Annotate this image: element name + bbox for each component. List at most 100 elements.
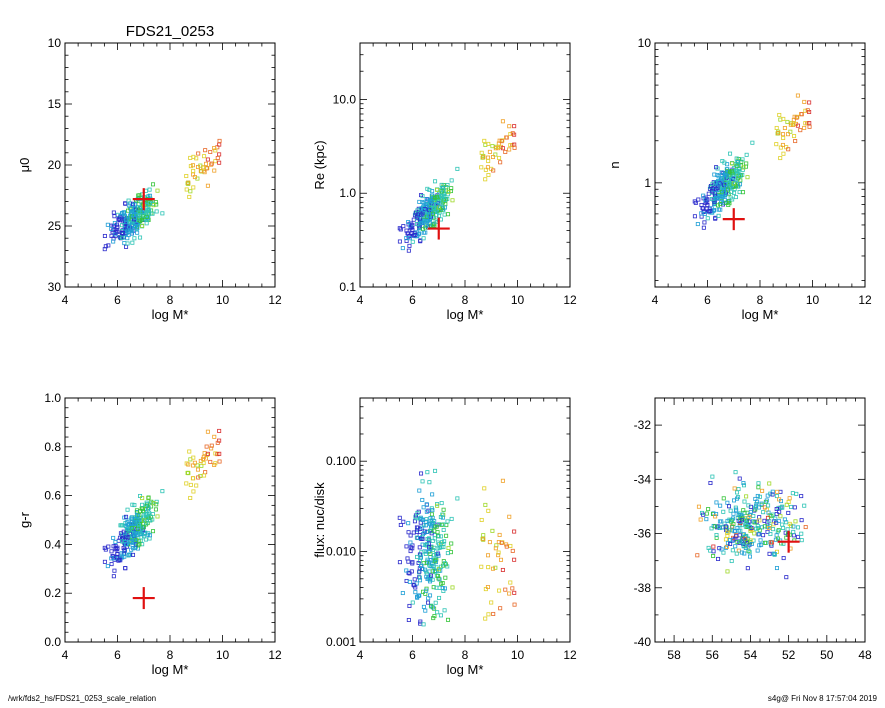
data-point: [140, 496, 145, 501]
y-tick-label: -34: [634, 472, 652, 486]
data-point: [504, 544, 509, 549]
data-point: [420, 542, 425, 547]
data-point: [436, 567, 441, 572]
data-point: [699, 211, 704, 216]
data-point: [122, 548, 127, 553]
data-point: [132, 503, 137, 508]
data-point: [725, 569, 730, 574]
data-point: [141, 518, 146, 523]
y-tick-label: 30: [48, 280, 62, 294]
data-point: [126, 203, 131, 208]
data-point: [778, 489, 783, 494]
panel-mu0: 4 6 8 10 12 10 15 20 25 30 log M* μ0: [17, 36, 282, 322]
data-point: [123, 532, 128, 537]
y-tick-label: 25: [48, 219, 62, 233]
x-tick-label: 12: [563, 293, 577, 307]
data-point: [741, 544, 746, 549]
data-point: [715, 166, 720, 171]
data-point: [748, 525, 753, 530]
data-point: [799, 531, 804, 536]
target-marker: [777, 530, 800, 553]
data-point: [428, 207, 433, 212]
data-point: [191, 476, 196, 481]
data-point: [736, 512, 741, 517]
points-sky: [695, 470, 808, 580]
data-point: [510, 548, 515, 553]
data-point: [144, 214, 149, 219]
data-point: [217, 459, 222, 464]
data-point: [128, 522, 133, 527]
data-point: [196, 475, 201, 480]
data-point: [747, 554, 752, 559]
data-point: [397, 515, 402, 520]
data-point: [757, 532, 762, 537]
data-point: [493, 565, 498, 570]
data-point: [128, 539, 133, 544]
data-point: [122, 554, 127, 559]
data-point: [429, 604, 434, 609]
data-point: [766, 510, 771, 515]
data-point: [729, 559, 734, 564]
data-point: [510, 131, 515, 136]
x-tick-label: 52: [782, 648, 796, 662]
data-point: [774, 533, 779, 538]
data-point: [692, 214, 697, 219]
data-point: [429, 531, 434, 536]
data-point: [212, 146, 217, 151]
data-point: [752, 520, 757, 525]
data-point: [131, 552, 136, 557]
data-point: [787, 496, 792, 501]
data-point: [508, 543, 513, 548]
data-point: [140, 542, 145, 547]
data-point: [508, 132, 513, 137]
data-point: [747, 514, 752, 519]
data-point: [423, 551, 428, 556]
data-point: [141, 525, 146, 530]
data-point: [781, 116, 786, 121]
data-point: [217, 160, 222, 165]
data-point: [408, 533, 413, 538]
data-point: [109, 233, 114, 238]
x-axis-label: log M*: [152, 662, 189, 677]
data-point: [728, 151, 733, 156]
data-point: [766, 503, 771, 508]
data-point: [429, 573, 434, 578]
data-point: [719, 200, 724, 205]
data-point: [706, 507, 711, 512]
data-point: [481, 537, 486, 542]
data-point: [431, 564, 436, 569]
data-point: [119, 551, 124, 556]
data-point: [708, 208, 713, 213]
data-point: [512, 590, 517, 595]
x-tick-label: 10: [216, 648, 230, 662]
x-tick-label: 48: [858, 648, 872, 662]
data-point: [499, 557, 504, 562]
y-axis-label: g-r: [17, 511, 32, 528]
data-point: [120, 539, 125, 544]
data-point: [421, 200, 426, 205]
data-point: [144, 520, 149, 525]
data-point: [209, 162, 214, 167]
data-point: [145, 217, 150, 222]
data-point: [439, 202, 444, 207]
data-point: [421, 230, 426, 235]
data-point: [140, 215, 145, 220]
data-point: [710, 181, 715, 186]
data-point: [115, 224, 120, 229]
data-point: [445, 519, 450, 524]
data-point: [135, 216, 140, 221]
data-point: [109, 556, 114, 561]
data-point: [782, 517, 787, 522]
data-point: [140, 502, 145, 507]
data-point: [148, 201, 153, 206]
x-tick-label: 58: [667, 648, 681, 662]
data-point: [154, 502, 159, 507]
data-point: [778, 145, 783, 150]
y-axis-label: n: [607, 161, 622, 168]
data-point: [439, 193, 444, 198]
data-point: [205, 157, 210, 162]
data-point: [716, 213, 721, 218]
data-point: [430, 189, 435, 194]
data-point: [725, 518, 730, 523]
data-point: [125, 236, 130, 241]
